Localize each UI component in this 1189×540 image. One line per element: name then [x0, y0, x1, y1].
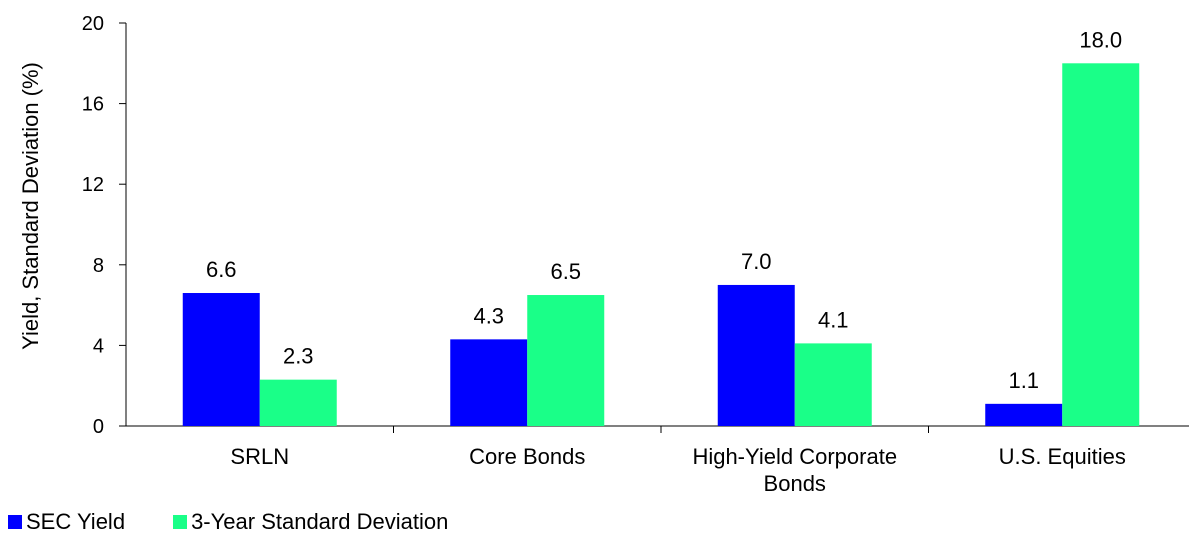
legend-swatch-standard-deviation: [173, 515, 188, 529]
y-tick-label: 0: [93, 416, 104, 438]
bar: [259, 379, 337, 426]
y-tick-label: 16: [82, 94, 104, 116]
data-label: 6.5: [550, 259, 581, 284]
legend: SEC Yield 3-Year Standard Deviation: [8, 509, 496, 535]
legend-item-sec-yield: SEC Yield: [8, 509, 125, 535]
bar: [182, 293, 260, 426]
y-tick-label: 8: [93, 255, 104, 277]
y-tick-label: 4: [93, 335, 104, 357]
data-label: 1.1: [1008, 368, 1039, 393]
legend-swatch-sec-yield: [8, 515, 22, 529]
data-label: 18.0: [1079, 27, 1122, 52]
x-tick-label: U.S. Equities: [999, 444, 1126, 469]
bar: [794, 343, 872, 426]
bar: [985, 403, 1063, 426]
legend-label-sec-yield: SEC Yield: [26, 509, 126, 534]
x-tick-label: High-Yield Corporate Bonds: [692, 444, 897, 496]
bars: [182, 63, 1140, 427]
legend-label-standard-deviation: 3-Year Standard Deviation: [191, 509, 449, 534]
data-label: 4.1: [818, 307, 849, 332]
x-tick-label: SRLN: [230, 444, 289, 469]
data-label: 7.0: [741, 249, 772, 274]
y-tick-label: 12: [82, 174, 104, 196]
y-tick-label: 20: [82, 13, 104, 35]
legend-item-standard-deviation: 3-Year Standard Deviation: [173, 509, 448, 535]
bar: [450, 339, 528, 426]
bar: [527, 295, 605, 426]
bar: [1062, 63, 1140, 427]
data-label: 6.6: [206, 257, 237, 282]
bar: [717, 284, 795, 426]
data-label: 4.3: [473, 303, 504, 328]
y-axis-title: Yield, Standard Deviation (%): [18, 62, 43, 350]
data-label: 2.3: [283, 344, 314, 369]
x-tick-label: Core Bonds: [469, 444, 585, 469]
labels: SRLN Core Bonds High-Yield Corporate Bonds U…: [206, 27, 1126, 496]
